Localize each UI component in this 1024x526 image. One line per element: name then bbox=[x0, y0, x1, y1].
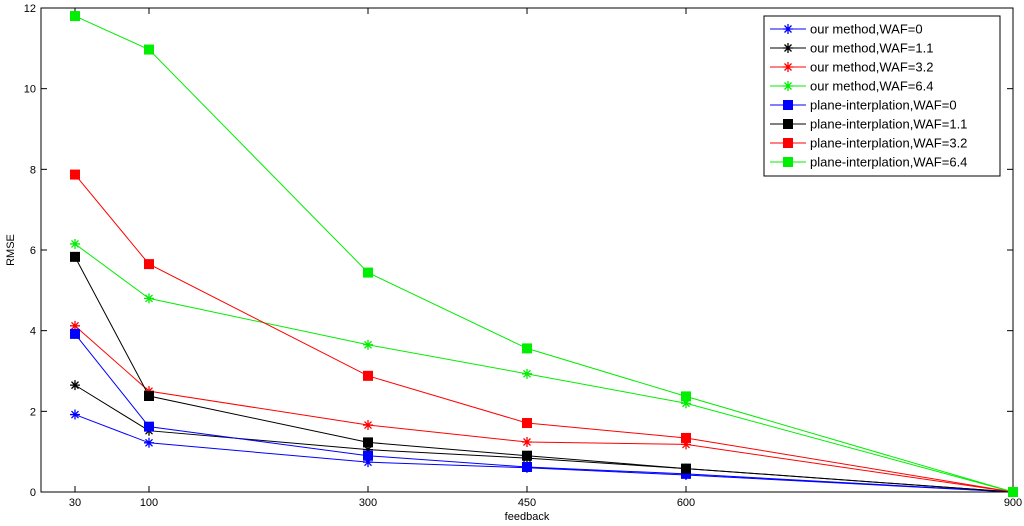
legend-label: plane-interplation,WAF=1.1 bbox=[810, 117, 967, 132]
x-tick-label: 900 bbox=[1004, 497, 1022, 509]
data-point bbox=[363, 339, 373, 350]
data-point bbox=[363, 370, 373, 381]
data-point bbox=[144, 391, 154, 402]
series-layer bbox=[70, 11, 1018, 497]
data-point bbox=[681, 398, 691, 409]
x-tick-label: 600 bbox=[677, 497, 695, 509]
y-tick-label: 6 bbox=[30, 245, 36, 257]
legend-label: our method,WAF=3.2 bbox=[810, 60, 933, 75]
x-tick-label: 30 bbox=[69, 497, 81, 509]
legend-marker bbox=[783, 138, 793, 148]
data-point bbox=[144, 437, 154, 448]
legend-marker bbox=[783, 24, 793, 34]
legend-marker bbox=[783, 43, 793, 53]
legend-item: plane-interplation,WAF=6.4 bbox=[770, 155, 967, 170]
data-point bbox=[363, 457, 373, 468]
data-point bbox=[363, 444, 373, 455]
data-point bbox=[70, 11, 80, 22]
y-tick-label: 8 bbox=[30, 164, 36, 176]
legend-marker bbox=[783, 119, 793, 129]
legend-marker bbox=[783, 157, 793, 167]
x-tick-label: 450 bbox=[518, 497, 536, 509]
data-point bbox=[70, 328, 80, 339]
y-tick-label: 10 bbox=[24, 84, 36, 96]
data-point bbox=[522, 418, 532, 429]
series-line bbox=[74, 174, 1014, 493]
data-point bbox=[70, 169, 80, 180]
data-point bbox=[70, 380, 80, 391]
legend-item: plane-interplation,WAF=0 bbox=[770, 98, 957, 113]
legend-marker bbox=[783, 100, 793, 110]
data-point bbox=[144, 259, 154, 270]
data-point bbox=[363, 267, 373, 278]
data-point bbox=[522, 368, 532, 379]
data-point bbox=[144, 421, 154, 432]
x-tick-label: 100 bbox=[140, 497, 158, 509]
legend-label: plane-interplation,WAF=3.2 bbox=[810, 136, 967, 151]
data-point bbox=[363, 437, 373, 448]
legend: our method,WAF=0 our method,WAF=1.1 our me… bbox=[763, 15, 1001, 177]
legend-item: our method,WAF=6.4 bbox=[770, 79, 933, 94]
data-point bbox=[144, 44, 154, 55]
legend-item: our method,WAF=3.2 bbox=[770, 60, 933, 75]
data-point bbox=[681, 391, 691, 402]
legend-label: plane-interplation,WAF=6.4 bbox=[810, 155, 967, 170]
y-tick-label: 4 bbox=[30, 326, 36, 338]
data-point bbox=[70, 238, 80, 249]
series-line bbox=[74, 333, 1014, 493]
data-point bbox=[144, 293, 154, 304]
data-point bbox=[363, 450, 373, 461]
data-point bbox=[522, 450, 532, 461]
data-point bbox=[1008, 487, 1018, 497]
legend-marker bbox=[783, 62, 793, 72]
series-line bbox=[74, 325, 1014, 493]
series-line bbox=[74, 256, 1014, 493]
data-point bbox=[522, 436, 532, 447]
legend-marker bbox=[783, 81, 793, 91]
legend-label: our method,WAF=0 bbox=[810, 22, 923, 37]
data-point bbox=[70, 251, 80, 262]
series-plane-interplation-waf-6-4 bbox=[70, 11, 1018, 497]
data-point bbox=[681, 439, 691, 450]
series-line bbox=[74, 414, 1014, 493]
data-point bbox=[70, 409, 80, 420]
data-point bbox=[70, 320, 80, 331]
y-tick-label: 0 bbox=[30, 487, 36, 499]
legend-label: plane-interplation,WAF=0 bbox=[810, 98, 957, 113]
series-line bbox=[74, 15, 1014, 493]
legend-box bbox=[763, 15, 1001, 177]
x-tick-label: 300 bbox=[359, 497, 377, 509]
data-point bbox=[522, 461, 532, 472]
x-axis-title: feedback bbox=[505, 511, 550, 523]
legend-label: our method,WAF=6.4 bbox=[810, 79, 933, 94]
y-tick-label: 2 bbox=[30, 406, 36, 418]
legend-label: our method,WAF=1.1 bbox=[810, 41, 933, 56]
data-point bbox=[681, 432, 691, 443]
data-point bbox=[522, 343, 532, 354]
y-tick-label: 12 bbox=[24, 3, 36, 15]
series-line bbox=[74, 243, 1014, 493]
data-point bbox=[681, 463, 691, 474]
y-axis-title: RMSE bbox=[5, 234, 17, 266]
legend-item: plane-interplation,WAF=1.1 bbox=[770, 117, 967, 132]
legend-item: our method,WAF=1.1 bbox=[770, 41, 933, 56]
legend-item: our method,WAF=0 bbox=[770, 22, 923, 37]
data-point bbox=[363, 420, 373, 431]
legend-item: plane-interplation,WAF=3.2 bbox=[770, 136, 967, 151]
